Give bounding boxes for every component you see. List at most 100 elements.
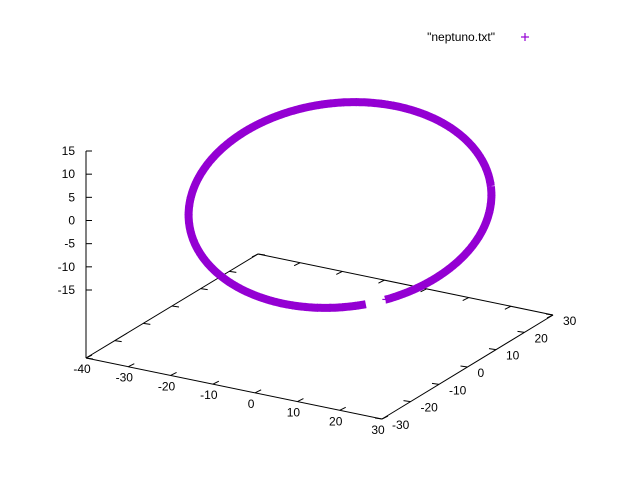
data-point-plus-icon bbox=[186, 227, 195, 236]
data-point-plus-icon bbox=[186, 193, 195, 202]
data-point-plus-icon bbox=[405, 287, 414, 296]
data-point-plus-icon bbox=[338, 303, 347, 312]
data-point-plus-icon bbox=[193, 176, 202, 185]
data-point-plus-icon bbox=[225, 137, 234, 146]
x-tick-mark-back bbox=[546, 314, 554, 319]
data-point-plus-icon bbox=[197, 168, 206, 177]
y-tick-mark bbox=[517, 330, 525, 333]
z-tick-label: -10 bbox=[58, 260, 76, 274]
y-tick-label: -10 bbox=[449, 383, 467, 397]
y-tick-label: -20 bbox=[421, 401, 439, 415]
data-point-plus-icon bbox=[351, 301, 360, 310]
data-point-plus-icon bbox=[184, 210, 193, 219]
data-point-plus-icon bbox=[432, 115, 441, 124]
y-tick-label: 30 bbox=[563, 314, 577, 328]
x-tick-mark-back bbox=[336, 270, 343, 275]
data-point-plus-icon bbox=[244, 125, 253, 134]
legend-marker-plus-icon bbox=[521, 33, 529, 41]
x-tick-mark-back bbox=[251, 253, 259, 258]
data-point-plus-icon bbox=[203, 258, 212, 267]
legend: "neptuno.txt" bbox=[427, 30, 529, 44]
x-tick-mark bbox=[339, 406, 346, 411]
data-point-plus-icon bbox=[436, 270, 445, 279]
z-tick-label: 15 bbox=[62, 144, 76, 158]
data-point-plus-icon bbox=[192, 243, 201, 252]
data-point-plus-icon bbox=[313, 303, 322, 312]
data-point-plus-icon bbox=[289, 106, 298, 115]
x-tick-label: -20 bbox=[158, 379, 176, 393]
x-tick-label: 20 bbox=[329, 414, 343, 428]
x-tick-mark-back bbox=[420, 288, 427, 293]
tick-labels: -40 -30 -20 -10 0 10 20 30 -30 -20 -10 0 10 20 30 15 10 5… bbox=[58, 144, 577, 437]
z-tick-label: 5 bbox=[68, 190, 75, 204]
data-point-plus-icon bbox=[427, 276, 436, 285]
y-tick-mark bbox=[460, 365, 468, 368]
data-point-plus-icon bbox=[265, 296, 274, 305]
x-tick-label: -30 bbox=[116, 371, 134, 385]
y-tick-mark-back bbox=[200, 288, 208, 291]
data-point-plus-icon bbox=[364, 98, 373, 107]
data-point-plus-icon bbox=[422, 111, 431, 120]
x-tick-mark-back bbox=[293, 262, 301, 267]
data-point-plus-icon bbox=[277, 110, 286, 119]
data-point-plus-icon bbox=[244, 288, 253, 297]
z-tick-label: 10 bbox=[62, 167, 76, 181]
data-point-plus-icon bbox=[400, 104, 409, 113]
data-point-plus-icon bbox=[266, 114, 275, 123]
x-tick-label: 0 bbox=[248, 397, 255, 411]
data-point-plus-icon bbox=[478, 225, 487, 234]
data-point-plus-icon bbox=[189, 235, 198, 244]
data-point-plus-icon bbox=[389, 101, 398, 110]
data-point-plus-icon bbox=[446, 264, 455, 273]
y-tick-label: 0 bbox=[478, 366, 485, 380]
y-tick-label: -30 bbox=[392, 418, 410, 432]
data-point-plus-icon bbox=[255, 119, 264, 128]
y-tick-mark-back bbox=[114, 340, 122, 343]
x-tick-mark bbox=[170, 371, 177, 376]
data-point-plus-icon bbox=[482, 217, 491, 226]
data-point-plus-icon bbox=[185, 219, 194, 228]
x-axis-line bbox=[85, 357, 383, 420]
data-point-plus-icon bbox=[254, 292, 263, 301]
data-point-plus-icon bbox=[225, 278, 234, 287]
data-point-plus-icon bbox=[394, 291, 403, 300]
y-tick-mark bbox=[545, 313, 554, 316]
data-point-plus-icon bbox=[442, 121, 451, 130]
data-point-plus-icon bbox=[203, 160, 212, 169]
y-tick-label: 20 bbox=[535, 331, 549, 345]
data-point-plus-icon bbox=[352, 98, 361, 107]
x-tick-mark bbox=[254, 389, 262, 394]
data-point-plus-icon bbox=[487, 191, 496, 200]
z-tick-label: -15 bbox=[58, 283, 76, 297]
data-point-plus-icon bbox=[486, 178, 495, 187]
x-tick-mark-back bbox=[504, 305, 512, 310]
data-point-plus-icon bbox=[461, 249, 470, 258]
data-point-plus-icon bbox=[450, 126, 459, 135]
y-tick-mark-back bbox=[257, 253, 266, 256]
data-point-plus-icon bbox=[454, 257, 463, 266]
data-point-plus-icon bbox=[209, 265, 218, 274]
x-tick-mark bbox=[381, 415, 389, 420]
data-point-plus-icon bbox=[486, 182, 495, 191]
y-tick-mark bbox=[374, 417, 383, 420]
data-point-plus-icon bbox=[210, 152, 219, 161]
x-tick-mark bbox=[212, 380, 220, 385]
x-tick-mark-back bbox=[378, 279, 385, 284]
y-tick-label: 10 bbox=[506, 349, 520, 363]
y-tick-mark bbox=[431, 382, 440, 385]
data-point-plus-icon bbox=[465, 139, 474, 148]
data-point-plus-icon bbox=[288, 301, 297, 310]
data-point-plus-icon bbox=[468, 241, 477, 250]
data-point-plus-icon bbox=[234, 283, 243, 292]
data-point-plus-icon bbox=[339, 98, 348, 107]
axes-frame bbox=[85, 150, 554, 420]
x-tick-mark bbox=[85, 354, 93, 359]
x-tick-mark bbox=[297, 398, 304, 403]
data-point-plus-icon bbox=[458, 132, 467, 141]
data-point-plus-icon bbox=[301, 103, 310, 112]
series-neptuno bbox=[184, 98, 496, 312]
data-point-plus-icon bbox=[471, 146, 480, 155]
data-point-plus-icon bbox=[481, 162, 490, 171]
y-tick-mark-back bbox=[171, 305, 180, 308]
